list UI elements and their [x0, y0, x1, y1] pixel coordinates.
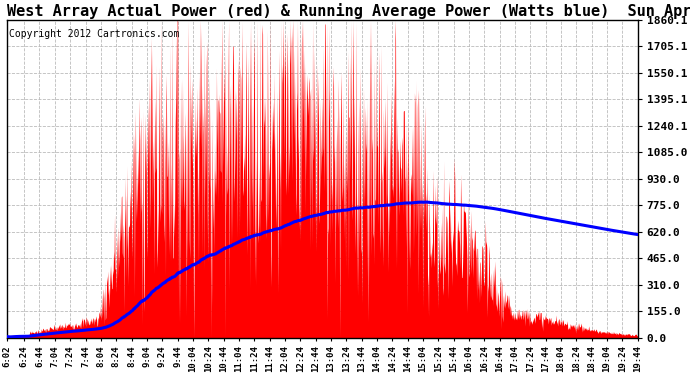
Text: Copyright 2012 Cartronics.com: Copyright 2012 Cartronics.com — [8, 30, 179, 39]
Text: West Array Actual Power (red) & Running Average Power (Watts blue)  Sun Apr 22 1: West Array Actual Power (red) & Running … — [8, 3, 690, 19]
